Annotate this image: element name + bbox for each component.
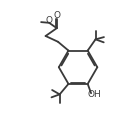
- Text: O: O: [53, 11, 60, 20]
- Text: O: O: [45, 16, 52, 25]
- Text: OH: OH: [88, 90, 102, 99]
